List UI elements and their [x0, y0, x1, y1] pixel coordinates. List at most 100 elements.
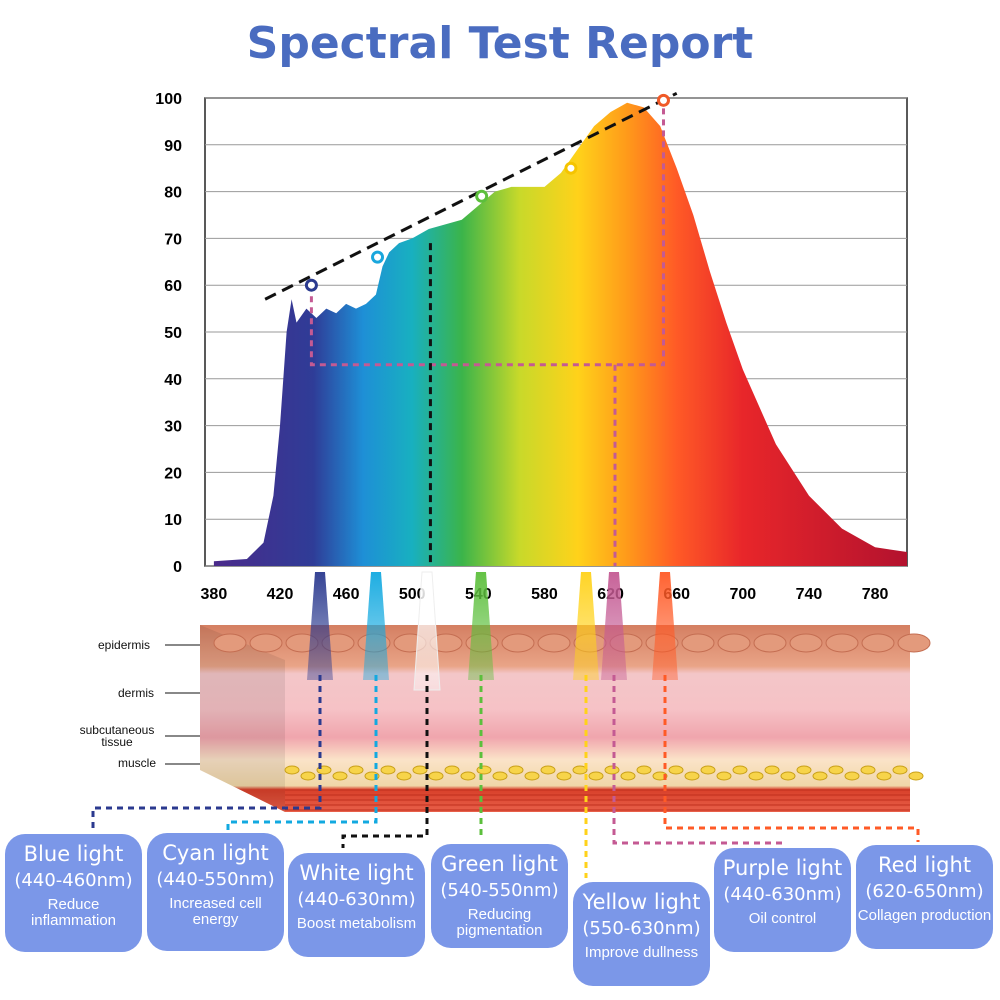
- label-epidermis: epidermis: [98, 638, 151, 652]
- fat-cell: [348, 765, 364, 775]
- light-benefit: Reducing pigmentation: [456, 906, 543, 939]
- y-tick-label: 90: [164, 138, 182, 155]
- blue-light-card: Blue light (440-460nm) Reduce inflammation: [5, 834, 142, 952]
- x-tick-label: 420: [267, 586, 294, 603]
- fat-cell: [620, 771, 636, 781]
- x-tick-label: 740: [796, 586, 823, 603]
- y-tick-label: 40: [164, 372, 182, 389]
- light-beam-blue: [307, 572, 333, 680]
- light-beam-yellow: [573, 572, 599, 680]
- marker-green: [475, 189, 489, 203]
- light-range: (620-650nm): [865, 881, 984, 902]
- light-name: Cyan light: [162, 841, 269, 865]
- fat-cell: [764, 765, 780, 775]
- light-beam-cyan: [363, 572, 389, 680]
- trend-line: [264, 91, 678, 301]
- label-subcutaneous: subcutaneous tissue: [79, 723, 155, 749]
- connector-blue: [91, 675, 322, 830]
- epidermis-cell: [753, 633, 787, 653]
- label-dermis: dermis: [118, 686, 155, 700]
- epidermis-cell: [681, 633, 715, 653]
- epidermis-cell: [861, 633, 895, 653]
- fat-cell: [876, 771, 892, 781]
- light-name: Yellow light: [582, 890, 701, 914]
- fat-cell: [796, 765, 812, 775]
- connector-cyan: [226, 675, 378, 830]
- light-range: (550-630nm): [582, 918, 701, 939]
- light-beam-red: [652, 572, 678, 680]
- light-name: Green light: [441, 852, 558, 876]
- light-range: (440-630nm): [723, 884, 842, 905]
- y-tick-label: 60: [164, 278, 182, 295]
- fat-cell: [332, 771, 348, 781]
- light-benefit: Increased cell energy: [169, 895, 262, 928]
- light-benefit: Improve dullness: [584, 944, 699, 961]
- x-tick-label: 380: [201, 586, 228, 603]
- marker-yellow: [564, 161, 578, 175]
- epidermis-cell: [249, 633, 283, 653]
- yellow-light-card: Yellow light (550-630nm) Improve dullness: [573, 882, 710, 986]
- y-tick-label: 0: [173, 559, 182, 576]
- fat-cell: [588, 771, 604, 781]
- light-name: Purple light: [722, 856, 843, 880]
- light-name: Red light: [877, 853, 972, 877]
- purple-light-card: Purple light (440-630nm) Oil control: [714, 848, 851, 952]
- fat-cell: [300, 771, 316, 781]
- epidermis-cell: [717, 633, 751, 653]
- light-range: (540-550nm): [440, 880, 559, 901]
- fat-cell: [908, 771, 924, 781]
- skin-side-face: [200, 625, 285, 812]
- purple-reference-line: [309, 100, 665, 367]
- fat-cell: [892, 765, 908, 775]
- x-tick-label: 500: [399, 586, 426, 603]
- label-muscle: muscle: [118, 756, 157, 770]
- skin-cross-section: [200, 625, 910, 812]
- x-tick-label: 780: [862, 586, 889, 603]
- fat-cell: [492, 771, 508, 781]
- y-tick-label: 20: [164, 465, 182, 482]
- fat-cell: [828, 765, 844, 775]
- fat-cell: [556, 771, 572, 781]
- epidermis-cell: [537, 633, 571, 653]
- spectrum-area: [213, 102, 907, 566]
- connector-white: [341, 675, 429, 848]
- light-beam-green: [468, 572, 494, 680]
- epidermis-cell: [789, 633, 823, 653]
- fat-cell: [524, 771, 540, 781]
- fat-cell: [700, 765, 716, 775]
- light-benefit: Collagen production: [857, 907, 992, 924]
- epidermis-cell: [501, 633, 535, 653]
- marker-cyan: [371, 250, 385, 264]
- x-tick-label: 700: [729, 586, 756, 603]
- fat-cell: [396, 771, 412, 781]
- epidermis-cell: [897, 633, 931, 653]
- fat-cell: [684, 771, 700, 781]
- light-range: (440-630nm): [297, 889, 416, 910]
- fat-cell: [572, 765, 588, 775]
- light-name: Blue light: [23, 842, 124, 866]
- fat-cell: [668, 765, 684, 775]
- fat-cell: [476, 765, 492, 775]
- x-tick-label: 580: [531, 586, 558, 603]
- light-benefit: Reduce inflammation: [30, 896, 117, 929]
- light-range: (440-460nm): [14, 870, 133, 891]
- light-benefit: Boost metabolism: [296, 915, 417, 932]
- fat-cell: [460, 771, 476, 781]
- fat-cell: [636, 765, 652, 775]
- light-range: (440-550nm): [156, 869, 275, 890]
- light-benefit: Oil control: [748, 910, 817, 927]
- fat-cell: [604, 765, 620, 775]
- fat-cell: [732, 765, 748, 775]
- red-light-card: Red light (620-650nm) Collagen production: [856, 845, 993, 949]
- fat-cell: [748, 771, 764, 781]
- y-tick-label: 100: [155, 91, 182, 108]
- fat-cell: [284, 765, 300, 775]
- marker-blue: [304, 278, 318, 292]
- fat-cell: [508, 765, 524, 775]
- marker-red: [656, 93, 670, 107]
- epidermis-cell: [825, 633, 859, 653]
- x-tick-label: 460: [333, 586, 360, 603]
- white-light-card: White light (440-630nm) Boost metabolism: [288, 853, 425, 957]
- light-beam-white: [413, 571, 441, 691]
